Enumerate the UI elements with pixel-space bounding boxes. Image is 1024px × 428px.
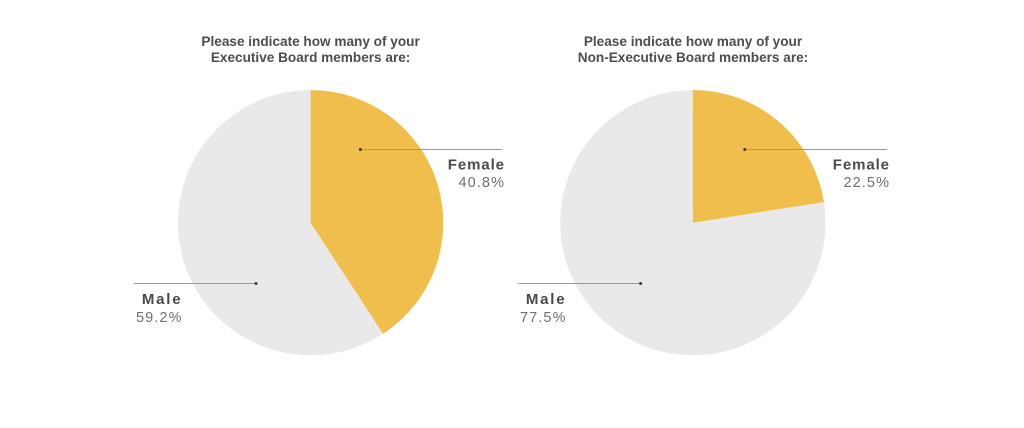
svg-text:77.5%: 77.5% (520, 310, 567, 326)
svg-text:Male: Male (142, 291, 183, 308)
svg-text:22.5%: 22.5% (843, 175, 890, 191)
svg-text:59.2%: 59.2% (136, 310, 183, 326)
svg-text:Male: Male (526, 291, 567, 308)
svg-text:Please indicate how many of yo: Please indicate how many of your (584, 34, 803, 49)
svg-text:Please indicate how many of yo: Please indicate how many of your (201, 34, 420, 49)
svg-text:Non-Executive Board members ar: Non-Executive Board members are: (578, 50, 808, 65)
svg-text:Female: Female (448, 157, 505, 174)
svg-text:Executive Board members are:: Executive Board members are: (211, 50, 410, 65)
svg-text:40.8%: 40.8% (458, 175, 505, 191)
svg-text:Female: Female (833, 157, 890, 174)
